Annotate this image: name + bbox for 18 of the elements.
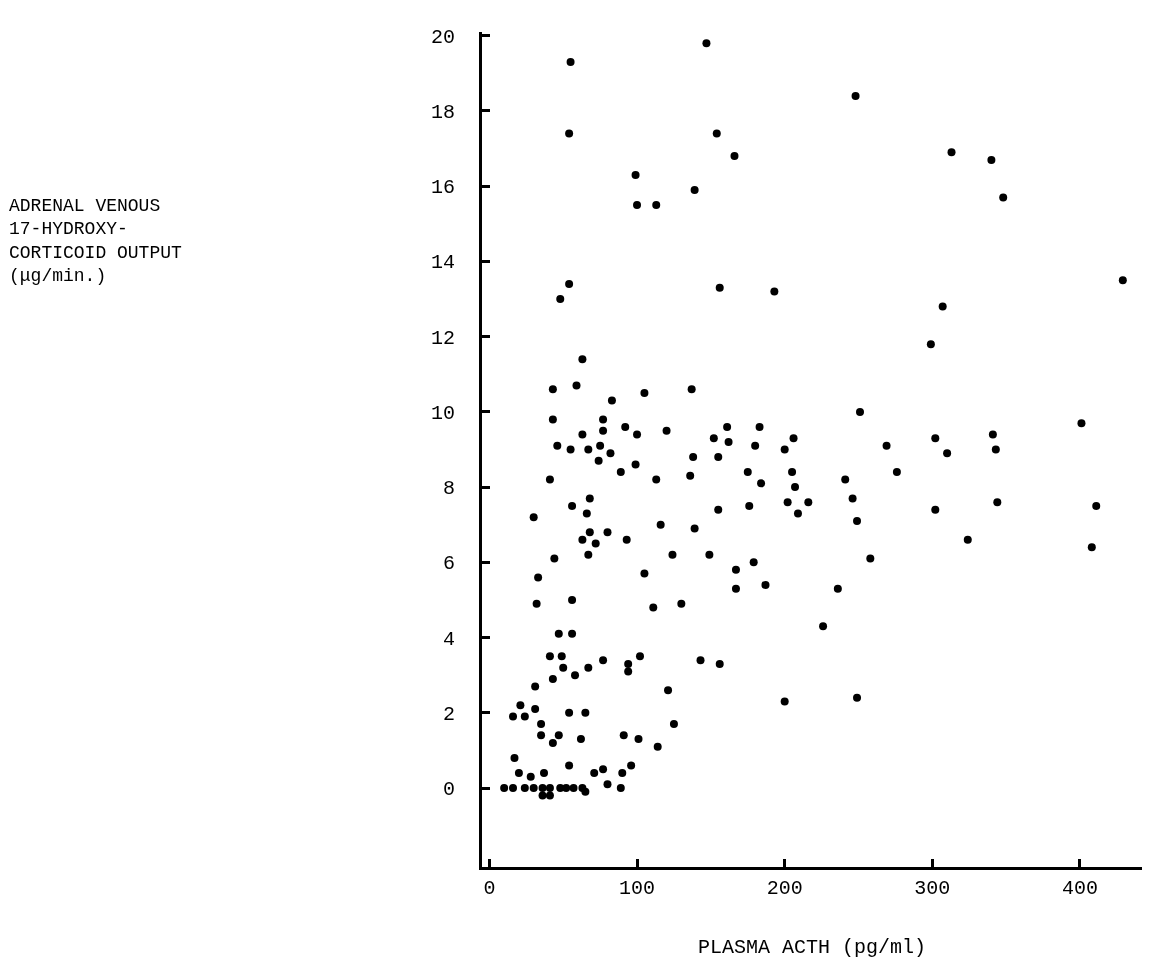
y-tick-label: 2 bbox=[442, 702, 455, 726]
text: ADRENAL VENOUS 17-HYDROXY- CORTICOID OUTPUT (μg/min.) bbox=[9, 196, 183, 287]
x-tick-label: 300 bbox=[914, 877, 951, 900]
y-tick-label: 16 bbox=[430, 176, 455, 200]
y-tick-label: 20 bbox=[430, 25, 455, 49]
y-tick-label: 12 bbox=[430, 326, 455, 350]
y-tick-label: 6 bbox=[442, 552, 455, 576]
x-axis-title: PLASMA ACTH (pg/ml) bbox=[697, 935, 927, 959]
y-tick-label: 14 bbox=[430, 251, 455, 275]
y-tick-label: 0 bbox=[442, 778, 455, 802]
y-tick-label: 10 bbox=[430, 401, 455, 425]
y-tick-label: 18 bbox=[430, 100, 455, 124]
x-tick-label: 200 bbox=[766, 877, 803, 900]
x-tick-label: 100 bbox=[619, 877, 656, 900]
x-tick-label: 400 bbox=[1061, 877, 1098, 900]
y-tick-label: 8 bbox=[442, 477, 455, 501]
x-tick-label: 0 bbox=[483, 877, 496, 900]
y-tick-label: 4 bbox=[442, 627, 455, 651]
